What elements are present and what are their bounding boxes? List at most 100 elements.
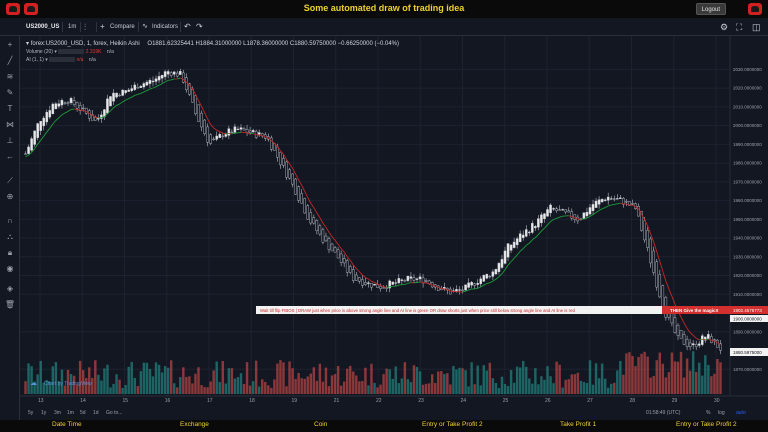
brush-icon[interactable]: ✎ — [6, 88, 14, 97]
indicators-button[interactable]: Indicators — [152, 24, 179, 30]
ruler-icon[interactable]: ⟋ — [7, 176, 13, 185]
volume-bar — [585, 383, 589, 394]
undo-icon[interactable]: ↶ — [184, 22, 191, 31]
magnet-icon[interactable]: ∩ — [7, 216, 13, 225]
zoom-icon[interactable]: ⊕ — [6, 192, 14, 201]
volume-bar — [157, 364, 161, 394]
trend-line-icon[interactable]: ╱ — [7, 56, 13, 65]
volume-controls[interactable] — [58, 49, 85, 55]
ai-line-segment — [61, 112, 66, 116]
ai-line-segment — [89, 113, 93, 116]
volume-bar — [257, 386, 261, 394]
candle-body — [139, 86, 143, 88]
ai-line-segment — [571, 216, 575, 219]
trash-icon[interactable]: 🗑︎ — [4, 300, 16, 309]
compare-button[interactable]: Compare — [110, 24, 135, 30]
candle-body — [294, 178, 297, 195]
magic-label: THEN Give the magic!! — [670, 308, 719, 313]
range-button[interactable]: Go to... — [106, 410, 122, 416]
volume-bar — [279, 360, 282, 394]
volume-bar — [270, 387, 273, 394]
volume-bar — [449, 384, 452, 394]
crosshair-icon[interactable]: + — [7, 40, 13, 49]
interval-button[interactable]: 1m — [68, 24, 77, 30]
candle-body — [215, 135, 218, 140]
range-button[interactable]: 5d — [80, 410, 86, 416]
back-icon[interactable]: ← — [6, 152, 14, 161]
ai-line-segment — [171, 78, 175, 81]
candle-body — [276, 146, 279, 158]
volume-bar — [531, 383, 534, 394]
candle-style-icon[interactable]: ⫶ — [84, 22, 87, 32]
volume-bar — [242, 384, 246, 394]
lock-icon[interactable]: 🔒︎ — [7, 248, 13, 257]
time-axis-label: 16 — [165, 398, 171, 404]
volume-bar — [558, 364, 561, 394]
chevron-down-icon[interactable]: ▾ — [45, 57, 50, 63]
chart-area[interactable]: 2030.0000000 2020.0000000 2010.0000000 2000… — [20, 36, 768, 420]
ai-line-segment — [337, 244, 342, 249]
range-button[interactable]: 3m — [54, 410, 61, 416]
candle-body — [57, 103, 61, 107]
collapse-icon[interactable]: ▾ — [26, 41, 31, 47]
fullscreen-icon[interactable]: ⛶ — [736, 22, 743, 32]
ai-line-segment — [310, 202, 315, 208]
tradingview-watermark[interactable]: Chart by TradingView — [44, 381, 92, 387]
candle-body — [658, 274, 662, 298]
volume-bar — [640, 353, 643, 394]
price-axis[interactable] — [730, 36, 768, 396]
candle-body — [142, 83, 146, 88]
volume-bar — [133, 377, 136, 394]
layers-icon[interactable]: ◈ — [6, 284, 14, 293]
logout-button[interactable]: Logout — [695, 3, 726, 15]
price-axis-label: 2030.0000000 — [733, 67, 762, 72]
volume-bar — [610, 383, 613, 394]
screenshot-icon[interactable]: ◫ — [752, 22, 761, 32]
settings-icon[interactable]: ⚙ — [720, 22, 729, 32]
range-button[interactable]: 5y — [28, 410, 34, 416]
volume-bar — [309, 373, 313, 394]
chevron-down-icon[interactable]: ▾ — [54, 49, 59, 55]
prediction-icon[interactable]: ⊥ — [6, 136, 14, 145]
eye-icon[interactable]: ◉ — [6, 264, 14, 273]
candle-body — [72, 100, 76, 105]
volume-bar — [546, 366, 549, 394]
volume-bar — [33, 381, 36, 394]
candle-body — [591, 204, 595, 211]
redo-icon[interactable]: ↷ — [196, 22, 203, 31]
price-axis-label: 1870.0000000 — [733, 367, 762, 372]
pattern-icon[interactable]: ⋈ — [6, 120, 14, 129]
candle-body — [69, 98, 73, 103]
auto-toggle[interactable]: auto — [736, 410, 746, 416]
ai-line-segment — [665, 280, 670, 290]
log-toggle[interactable]: log — [718, 410, 725, 416]
volume-bar — [303, 378, 306, 394]
candle-body — [109, 96, 112, 107]
fib-icon[interactable]: ≋ — [6, 72, 14, 81]
ai-line-segment — [383, 286, 387, 288]
candle-body — [236, 128, 240, 131]
candle-body — [537, 218, 540, 228]
ai-line-segment — [586, 216, 591, 219]
volume-bar — [461, 368, 464, 394]
ai-controls[interactable] — [49, 57, 76, 63]
ai-line-segment — [519, 248, 524, 252]
draw-mode-icon[interactable]: ⛬ — [7, 232, 13, 241]
range-button[interactable]: 1y — [41, 410, 47, 416]
ai-line-segment — [164, 79, 169, 83]
ai-line-segment — [316, 212, 321, 218]
range-button[interactable]: 1d — [93, 410, 99, 416]
volume-bar — [166, 367, 170, 394]
percent-toggle[interactable]: % — [706, 410, 711, 416]
ai-line-segment — [486, 282, 490, 284]
time-axis-label: 24 — [461, 398, 467, 404]
volume-bar — [452, 365, 455, 394]
volume-bar — [655, 360, 658, 394]
text-icon[interactable]: T — [7, 104, 13, 113]
utc-time[interactable]: 01:58:49 (UTC) — [646, 410, 681, 416]
candle-body — [631, 203, 634, 205]
candle-body — [376, 284, 379, 288]
symbol-search[interactable]: US2000_US — [26, 24, 60, 30]
range-button[interactable]: 1m — [67, 410, 74, 416]
price-chart[interactable]: 2030.0000000 2020.0000000 2010.0000000 2000… — [20, 36, 768, 420]
